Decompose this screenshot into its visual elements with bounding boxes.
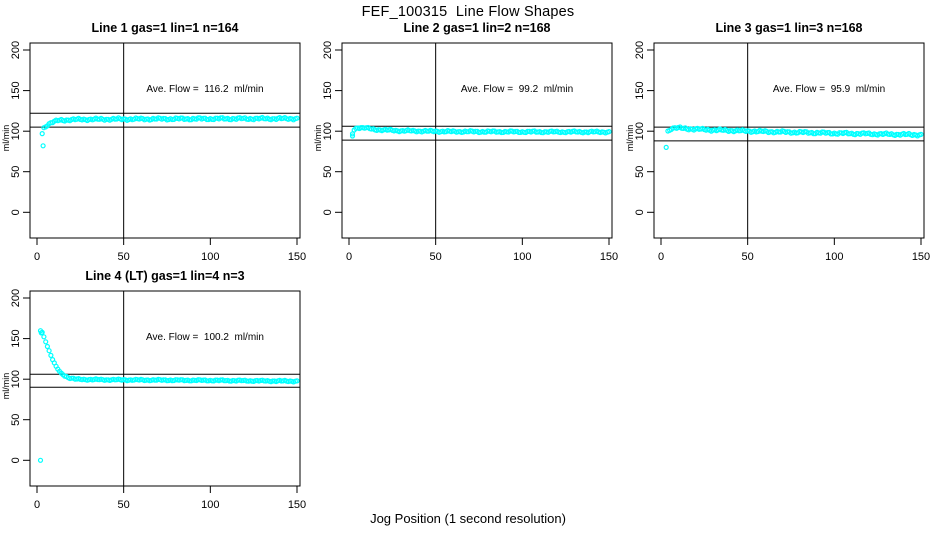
svg-text:150: 150 xyxy=(10,81,22,99)
panel-line-3: Line 3 gas=1 lin=3 n=168 ml/min Ave. Flo… xyxy=(624,20,936,268)
plot-area: 0 50 100 150 0 50 100 150 200 xyxy=(10,41,306,263)
ave-flow-annotation: Ave. Flow = 95.9 ml/min xyxy=(772,84,886,95)
svg-text:100: 100 xyxy=(10,122,22,140)
svg-text:50: 50 xyxy=(634,166,646,178)
svg-text:200: 200 xyxy=(10,41,22,59)
svg-text:0: 0 xyxy=(658,251,664,263)
svg-text:0: 0 xyxy=(34,251,40,263)
plot-area: 0 50 100 150 0 50 100 150 200 xyxy=(634,41,930,263)
panel-title: Line 2 gas=1 lin=2 n=168 xyxy=(403,21,551,35)
svg-text:100: 100 xyxy=(322,122,334,140)
svg-text:0: 0 xyxy=(346,251,352,263)
svg-text:50: 50 xyxy=(430,251,442,263)
svg-text:0: 0 xyxy=(34,499,40,511)
svg-text:100: 100 xyxy=(201,251,219,263)
svg-text:150: 150 xyxy=(634,81,646,99)
figure-title: FEF_100315 Line Flow Shapes xyxy=(361,4,575,20)
svg-text:100: 100 xyxy=(825,251,843,263)
svg-text:0: 0 xyxy=(322,209,334,215)
ave-flow-annotation: Ave. Flow = 100.2 ml/min xyxy=(146,332,264,343)
svg-text:150: 150 xyxy=(912,251,930,263)
panel-title: Line 3 gas=1 lin=3 n=168 xyxy=(715,21,863,35)
svg-text:50: 50 xyxy=(10,166,22,178)
plot-area: 0 50 100 150 0 50 100 150 200 xyxy=(322,41,618,263)
svg-text:100: 100 xyxy=(10,370,22,388)
svg-text:200: 200 xyxy=(634,41,646,59)
svg-text:100: 100 xyxy=(201,499,219,511)
svg-text:150: 150 xyxy=(322,81,334,99)
svg-text:50: 50 xyxy=(10,414,22,426)
panel-title: Line 1 gas=1 lin=1 n=164 xyxy=(91,21,239,35)
ave-flow-annotation: Ave. Flow = 116.2 ml/min xyxy=(146,84,264,95)
panel-line-4: Line 4 (LT) gas=1 lin=4 n=3 ml/min Ave. … xyxy=(0,268,312,516)
svg-text:100: 100 xyxy=(634,122,646,140)
svg-text:200: 200 xyxy=(322,41,334,59)
svg-text:50: 50 xyxy=(118,499,130,511)
svg-text:100: 100 xyxy=(513,251,531,263)
svg-text:150: 150 xyxy=(600,251,618,263)
panel-line-2: Line 2 gas=1 lin=2 n=168 ml/min Ave. Flo… xyxy=(312,20,624,268)
plot-area: 0 50 100 150 0 50 100 150 200 xyxy=(10,289,306,511)
x-axis-label: Jog Position (1 second resolution) xyxy=(370,511,566,526)
svg-text:0: 0 xyxy=(634,209,646,215)
svg-text:50: 50 xyxy=(742,251,754,263)
svg-text:150: 150 xyxy=(10,329,22,347)
svg-text:150: 150 xyxy=(288,251,306,263)
panel-line-1: Line 1 gas=1 lin=1 n=164 ml/min Ave. Flo… xyxy=(0,20,312,268)
panel-title: Line 4 (LT) gas=1 lin=4 n=3 xyxy=(85,269,245,283)
svg-text:0: 0 xyxy=(10,457,22,463)
svg-text:150: 150 xyxy=(288,499,306,511)
svg-text:0: 0 xyxy=(10,209,22,215)
svg-text:50: 50 xyxy=(322,166,334,178)
svg-text:200: 200 xyxy=(10,289,22,307)
svg-text:50: 50 xyxy=(118,251,130,263)
ave-flow-annotation: Ave. Flow = 99.2 ml/min xyxy=(460,84,574,95)
